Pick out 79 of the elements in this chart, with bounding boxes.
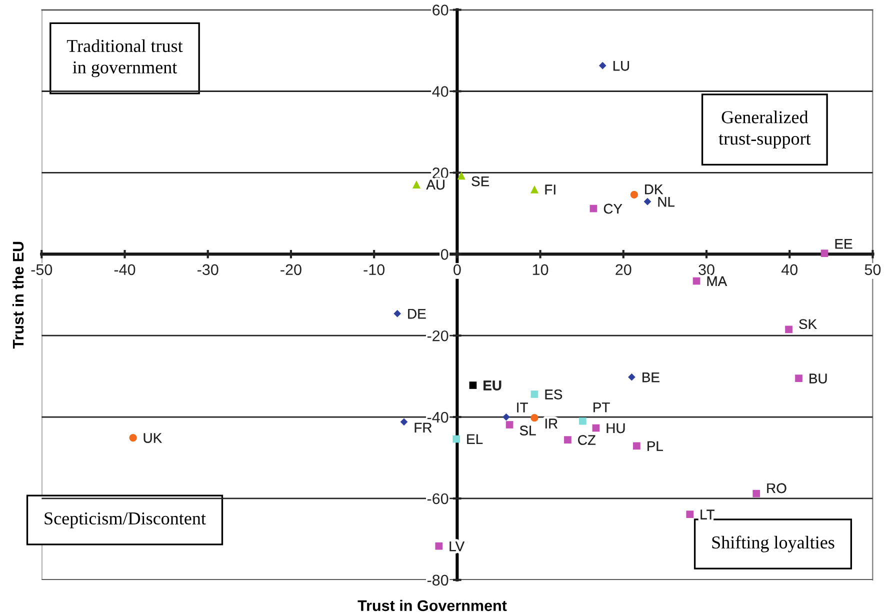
- y-tick-label: -80: [427, 574, 448, 586]
- x-tick-label: 40: [781, 264, 798, 276]
- point: [412, 180, 421, 189]
- annotation: ES: [545, 389, 562, 400]
- x-tick-label: 10: [532, 264, 548, 276]
- annotation: SL: [520, 426, 536, 436]
- annotation: EU: [484, 380, 502, 390]
- annotation: Scepticism/Discontent: [44, 512, 206, 528]
- annotation: LT: [700, 510, 714, 520]
- annotation: FR: [414, 422, 432, 432]
- point: [502, 413, 510, 421]
- point: [686, 510, 694, 518]
- point: [469, 382, 477, 389]
- point: [752, 490, 760, 498]
- y-tick-label: 40: [432, 86, 448, 97]
- annotation: DE: [408, 309, 426, 319]
- annotation: IR: [545, 418, 558, 428]
- annotation: HU: [606, 423, 625, 434]
- point: [457, 171, 466, 180]
- annotation: UK: [144, 433, 162, 443]
- annotation: CY: [604, 204, 622, 214]
- y-tick-label: -60: [427, 493, 448, 504]
- x-tick-label: -40: [114, 264, 136, 276]
- annotation: AU: [426, 180, 444, 190]
- x-tick-label: -10: [364, 264, 385, 276]
- annotation: DK: [645, 184, 664, 194]
- point: [785, 326, 792, 334]
- annotation: EL: [467, 434, 483, 444]
- annotation: SK: [799, 319, 817, 330]
- point: [795, 374, 802, 382]
- point: [564, 436, 572, 444]
- point: [820, 250, 828, 257]
- y-tick-label: -40: [427, 412, 448, 423]
- point: [633, 442, 640, 450]
- point: [394, 310, 402, 318]
- point: [598, 62, 606, 70]
- x-tick-label: 50: [864, 264, 881, 276]
- point: [530, 390, 538, 398]
- annotation: CZ: [578, 435, 596, 445]
- x-axis-title: Trust in Government: [358, 600, 507, 612]
- annotation: BU: [810, 374, 827, 384]
- point: [578, 417, 586, 425]
- x-tick-label: -30: [197, 264, 218, 276]
- point: [590, 204, 598, 212]
- x-tick-label: 30: [698, 264, 714, 276]
- x-tick-label: 0: [454, 264, 461, 276]
- point: [592, 424, 600, 432]
- annotation: FI: [545, 184, 556, 194]
- annotation: BE: [642, 372, 660, 382]
- x-tick-label: 20: [616, 264, 632, 276]
- annotation: IT: [517, 402, 528, 412]
- y-tick-label: -20: [427, 330, 448, 342]
- x-tick-label: -50: [31, 264, 52, 276]
- point: [435, 542, 443, 550]
- annotation: MA: [707, 276, 728, 286]
- y-tick-label: 0: [440, 249, 448, 260]
- point: [530, 185, 539, 194]
- point: [129, 434, 137, 442]
- point: [692, 277, 700, 285]
- point: [400, 418, 408, 426]
- annotation: PT: [594, 402, 610, 412]
- annotation: NL: [658, 197, 675, 207]
- annotation: LU: [613, 61, 630, 71]
- point: [628, 373, 636, 381]
- x-tick-label: -20: [280, 264, 302, 276]
- point: [452, 435, 460, 443]
- point: [506, 421, 514, 428]
- annotation: RO: [767, 483, 786, 494]
- y-axis-title: Trust in the EU: [12, 242, 24, 349]
- point: [644, 198, 652, 206]
- annotation: Generalized trust-support: [718, 110, 811, 148]
- annotation: Shifting loyalties: [712, 536, 834, 552]
- point: [530, 414, 538, 422]
- annotation: EE: [835, 239, 852, 249]
- annotation: Traditional trust in government: [66, 39, 183, 78]
- annotation: PL: [648, 441, 663, 451]
- point: [630, 190, 638, 198]
- y-tick-label: 60: [432, 4, 448, 16]
- annotation: SE: [472, 176, 489, 186]
